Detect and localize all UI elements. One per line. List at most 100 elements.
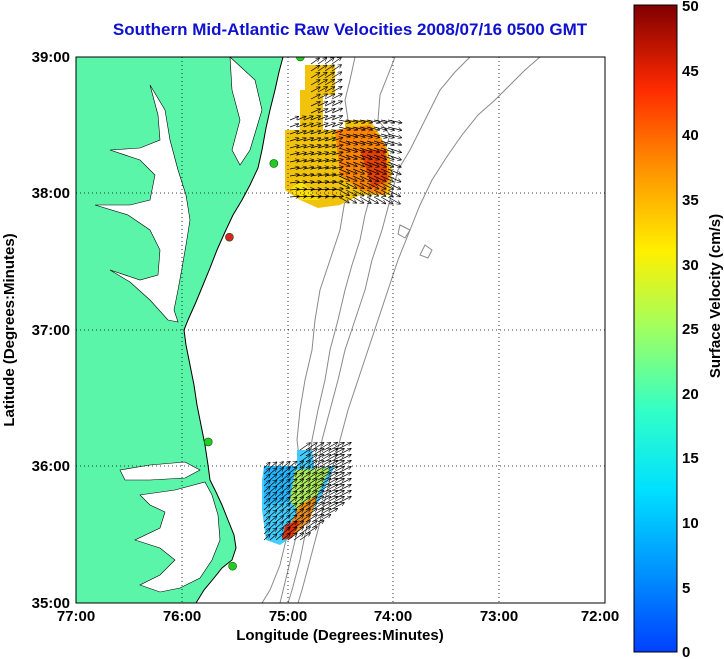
velocity-vector — [373, 175, 386, 182]
velocity-vector — [324, 80, 334, 86]
velocity-vector — [323, 443, 337, 451]
x-tick-label: 75:00 — [269, 608, 307, 625]
velocity-vector — [366, 133, 379, 137]
velocity-vector — [338, 126, 350, 130]
velocity-vector — [317, 152, 328, 156]
velocity-vector — [310, 102, 320, 107]
velocity-vector — [324, 123, 335, 128]
velocity-vector — [275, 510, 283, 517]
velocity-vector — [359, 189, 371, 196]
velocity-vector — [323, 449, 337, 457]
graticule — [76, 57, 605, 603]
velocity-vector — [305, 461, 317, 469]
velocity-vector — [287, 503, 297, 511]
velocity-vector — [380, 126, 394, 130]
velocity-vector — [293, 521, 303, 529]
map-frame — [75, 56, 606, 604]
velocity-vector — [305, 491, 317, 499]
velocity-vector — [275, 492, 283, 499]
velocity-vector — [323, 467, 337, 475]
velocity-vector — [275, 522, 283, 529]
velocity-vector — [311, 503, 324, 511]
velocity-vector — [352, 147, 365, 152]
velocity-vector — [263, 529, 270, 535]
y-axis-label: Latitude (Degrees:Minutes) — [1, 233, 18, 426]
velocity-vector — [317, 443, 330, 451]
colorbar — [633, 4, 678, 653]
velocity-vector — [366, 175, 379, 181]
station-marker — [269, 159, 279, 168]
velocity-vector — [345, 126, 357, 130]
velocity-vector — [338, 168, 350, 174]
velocity-vector — [387, 168, 401, 174]
velocity-vector — [331, 138, 343, 142]
velocity-vector — [299, 521, 310, 529]
velocity-vector — [380, 161, 394, 167]
velocity-vector — [311, 497, 324, 505]
velocity-vector — [299, 485, 310, 493]
velocity-vector — [366, 196, 378, 203]
velocity-vector — [317, 449, 330, 457]
velocity-vector — [352, 182, 364, 188]
velocity-vector — [303, 131, 313, 135]
velocity-vector — [263, 493, 270, 499]
velocity-vector — [387, 126, 402, 130]
velocity-vector — [380, 189, 393, 196]
velocity-vector — [345, 147, 357, 152]
colorbar-tick: 0 — [682, 644, 690, 659]
velocity-vector — [303, 196, 314, 197]
velocity-vector — [263, 505, 270, 511]
station-marker — [228, 561, 237, 571]
velocity-vector — [324, 87, 334, 93]
velocity-vector — [305, 449, 317, 457]
velocity-vector — [311, 449, 324, 457]
velocity-vector — [373, 133, 387, 137]
velocity-vector — [317, 94, 327, 100]
velocity-vector — [305, 497, 317, 505]
velocity-vector — [317, 174, 328, 176]
velocity-vector — [299, 503, 310, 511]
velocity-vector — [317, 515, 330, 523]
velocity-vector — [317, 65, 327, 72]
velocity-vector — [287, 461, 297, 469]
velocity-vector — [359, 196, 371, 203]
velocity-vector — [303, 182, 314, 183]
velocity-vector — [373, 189, 386, 196]
velocity-vector — [324, 72, 334, 79]
velocity-vector — [331, 116, 342, 121]
velocity-vector — [305, 473, 317, 481]
velocity-vector — [324, 145, 335, 149]
velocity-vector — [359, 168, 371, 174]
velocity-vector — [317, 109, 328, 114]
velocity-vector — [317, 72, 327, 79]
velocity-vector — [263, 523, 270, 529]
velocity-vector — [331, 181, 343, 183]
velocity-vector — [345, 119, 358, 122]
map-title: Southern Mid-Atlantic Raw Velocities 200… — [112, 20, 588, 39]
velocity-vector — [338, 175, 349, 181]
velocity-vector — [275, 462, 283, 469]
velocity-vector — [373, 147, 387, 152]
velocity-vector — [317, 58, 327, 65]
velocity-vector — [289, 160, 299, 162]
velocity-vector — [335, 467, 351, 475]
velocity-vector — [269, 480, 277, 487]
velocity-vector — [335, 491, 351, 499]
velocity-vector — [373, 126, 387, 130]
velocity-vector — [380, 133, 394, 138]
velocity-vector — [317, 473, 330, 481]
velocity-vector — [331, 196, 343, 197]
velocity-vector — [289, 182, 299, 183]
velocity-vector — [317, 491, 330, 499]
velocity-vector — [287, 497, 297, 505]
velocity-vector — [269, 468, 277, 475]
velocity-vector — [303, 153, 313, 155]
velocity-vector — [311, 479, 324, 487]
velocity-vector — [269, 492, 277, 499]
velocity-vector — [281, 486, 290, 493]
delaware-bay — [229, 57, 263, 166]
velocity-vector — [323, 491, 337, 499]
velocity-vector — [380, 119, 394, 123]
velocity-vector — [269, 504, 277, 511]
